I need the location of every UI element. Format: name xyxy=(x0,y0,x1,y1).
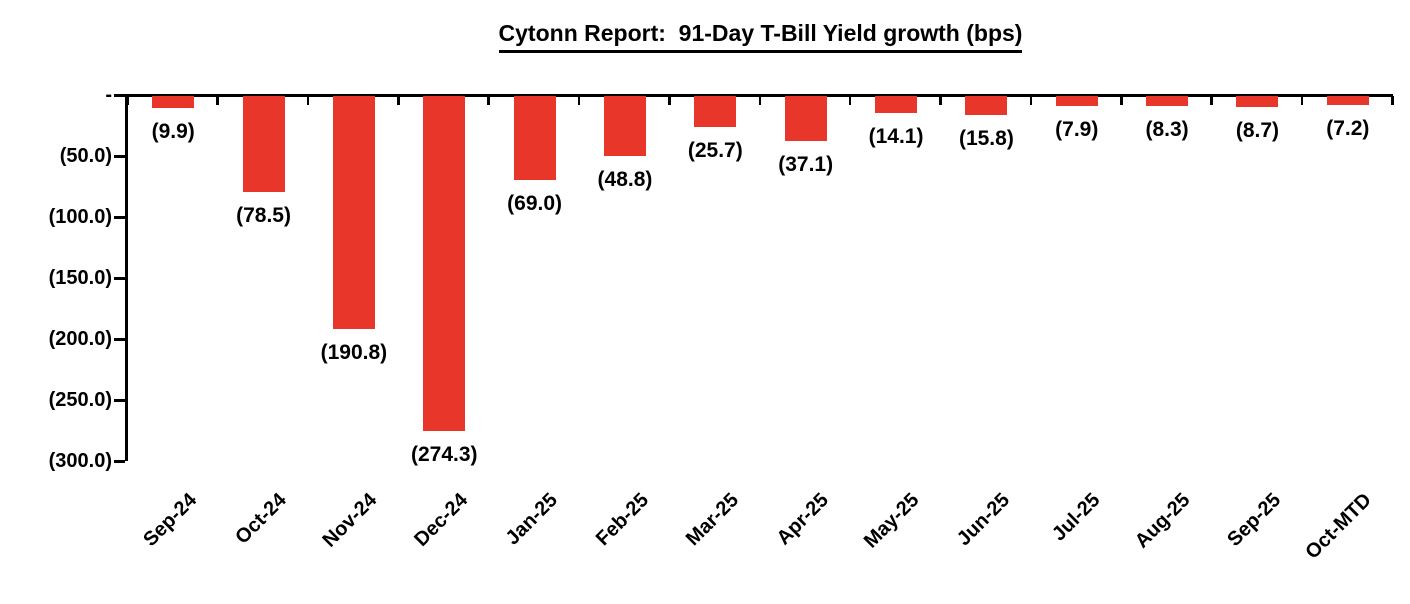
x-axis-label-mar-25: Mar-25 xyxy=(681,489,743,551)
y-axis-label: (250.0) xyxy=(48,389,112,411)
bar-may-25 xyxy=(875,96,918,114)
data-label-aug-25: (8.3) xyxy=(1145,118,1189,142)
bar-feb-25 xyxy=(603,96,646,156)
x-axis-label-aug-25: Aug-25 xyxy=(1131,489,1195,553)
y-axis-label: (150.0) xyxy=(48,267,112,289)
data-label-sep-25: (8.7) xyxy=(1235,118,1280,142)
y-axis-label: - xyxy=(105,84,112,106)
data-label-dec-24: (274.3) xyxy=(410,442,478,466)
x-axis-tick xyxy=(939,96,942,105)
bar-apr-25 xyxy=(784,96,827,142)
y-axis-label: (50.0) xyxy=(59,145,112,167)
y-axis-tick xyxy=(114,460,125,463)
bar-dec-24 xyxy=(423,96,466,431)
y-axis-label: (300.0) xyxy=(48,450,112,472)
y-axis-tick xyxy=(114,399,125,402)
x-axis-tick xyxy=(216,96,219,105)
y-axis-tick xyxy=(114,216,125,219)
x-axis-label-jul-25: Jul-25 xyxy=(1047,489,1105,546)
x-axis-tick xyxy=(668,96,671,105)
x-axis-label-apr-25: Apr-25 xyxy=(772,489,834,550)
data-label-jul-25: (7.9) xyxy=(1055,117,1099,141)
x-axis-tick xyxy=(306,96,310,105)
data-label-sep-24: (9.9) xyxy=(151,120,195,144)
data-label-may-25: (14.1) xyxy=(868,125,924,149)
bar-sep-25 xyxy=(1236,96,1279,107)
x-axis-tick xyxy=(1391,96,1394,105)
x-axis-tick xyxy=(577,96,581,105)
bar-jun-25 xyxy=(965,96,1008,116)
bar-aug-25 xyxy=(1146,96,1189,107)
data-label-feb-25: (48.8) xyxy=(597,167,653,191)
x-axis-label-sep-25: Sep-25 xyxy=(1223,489,1286,551)
y-axis-tick xyxy=(114,338,125,341)
x-axis-label-jun-25: Jun-25 xyxy=(952,489,1014,551)
y-axis-tick xyxy=(114,94,125,97)
y-axis-label: (200.0) xyxy=(48,328,112,350)
x-axis-tick xyxy=(397,96,400,105)
bar-sep-24 xyxy=(152,96,195,109)
x-axis-label-oct-mtd: Oct-MTD xyxy=(1300,489,1376,564)
x-axis-tick xyxy=(1119,96,1123,105)
x-axis-tick xyxy=(1300,96,1304,105)
data-label-oct-24: (78.5) xyxy=(236,203,291,227)
x-axis-tick xyxy=(758,96,762,105)
data-label-mar-25: (25.7) xyxy=(687,139,743,163)
y-axis-label: (100.0) xyxy=(48,206,112,228)
bar-oct-mtd xyxy=(1326,96,1369,105)
data-label-apr-25: (37.1) xyxy=(778,153,834,177)
x-axis-label-jan-25: Jan-25 xyxy=(501,489,563,550)
x-axis-label-sep-24: Sep-24 xyxy=(138,489,201,551)
x-axis-tick xyxy=(1029,96,1033,105)
x-axis-label-may-25: May-25 xyxy=(860,489,924,553)
data-label-nov-24: (190.8) xyxy=(320,340,388,364)
data-label-jun-25: (15.8) xyxy=(958,127,1014,151)
data-label-jan-25: (69.0) xyxy=(507,192,563,216)
x-axis-label-nov-24: Nov-24 xyxy=(318,489,382,552)
bar-oct-24 xyxy=(242,96,285,192)
bar-nov-24 xyxy=(332,96,375,329)
x-axis-tick xyxy=(126,96,129,105)
x-axis-tick xyxy=(487,96,491,105)
bar-jan-25 xyxy=(513,96,556,181)
data-label-oct-mtd: (7.2) xyxy=(1326,116,1370,140)
x-axis-label-dec-24: Dec-24 xyxy=(409,489,472,551)
bar-jul-25 xyxy=(1055,96,1098,106)
x-axis-label-feb-25: Feb-25 xyxy=(591,489,653,551)
x-axis-tick xyxy=(848,96,852,105)
x-axis-label-oct-24: Oct-24 xyxy=(231,489,292,549)
x-axis-tick xyxy=(1210,96,1213,105)
y-axis-tick xyxy=(114,155,125,158)
bar-mar-25 xyxy=(694,96,737,128)
x-axis-line xyxy=(125,94,1393,97)
y-axis-line xyxy=(125,94,128,461)
y-axis-tick xyxy=(114,277,125,280)
